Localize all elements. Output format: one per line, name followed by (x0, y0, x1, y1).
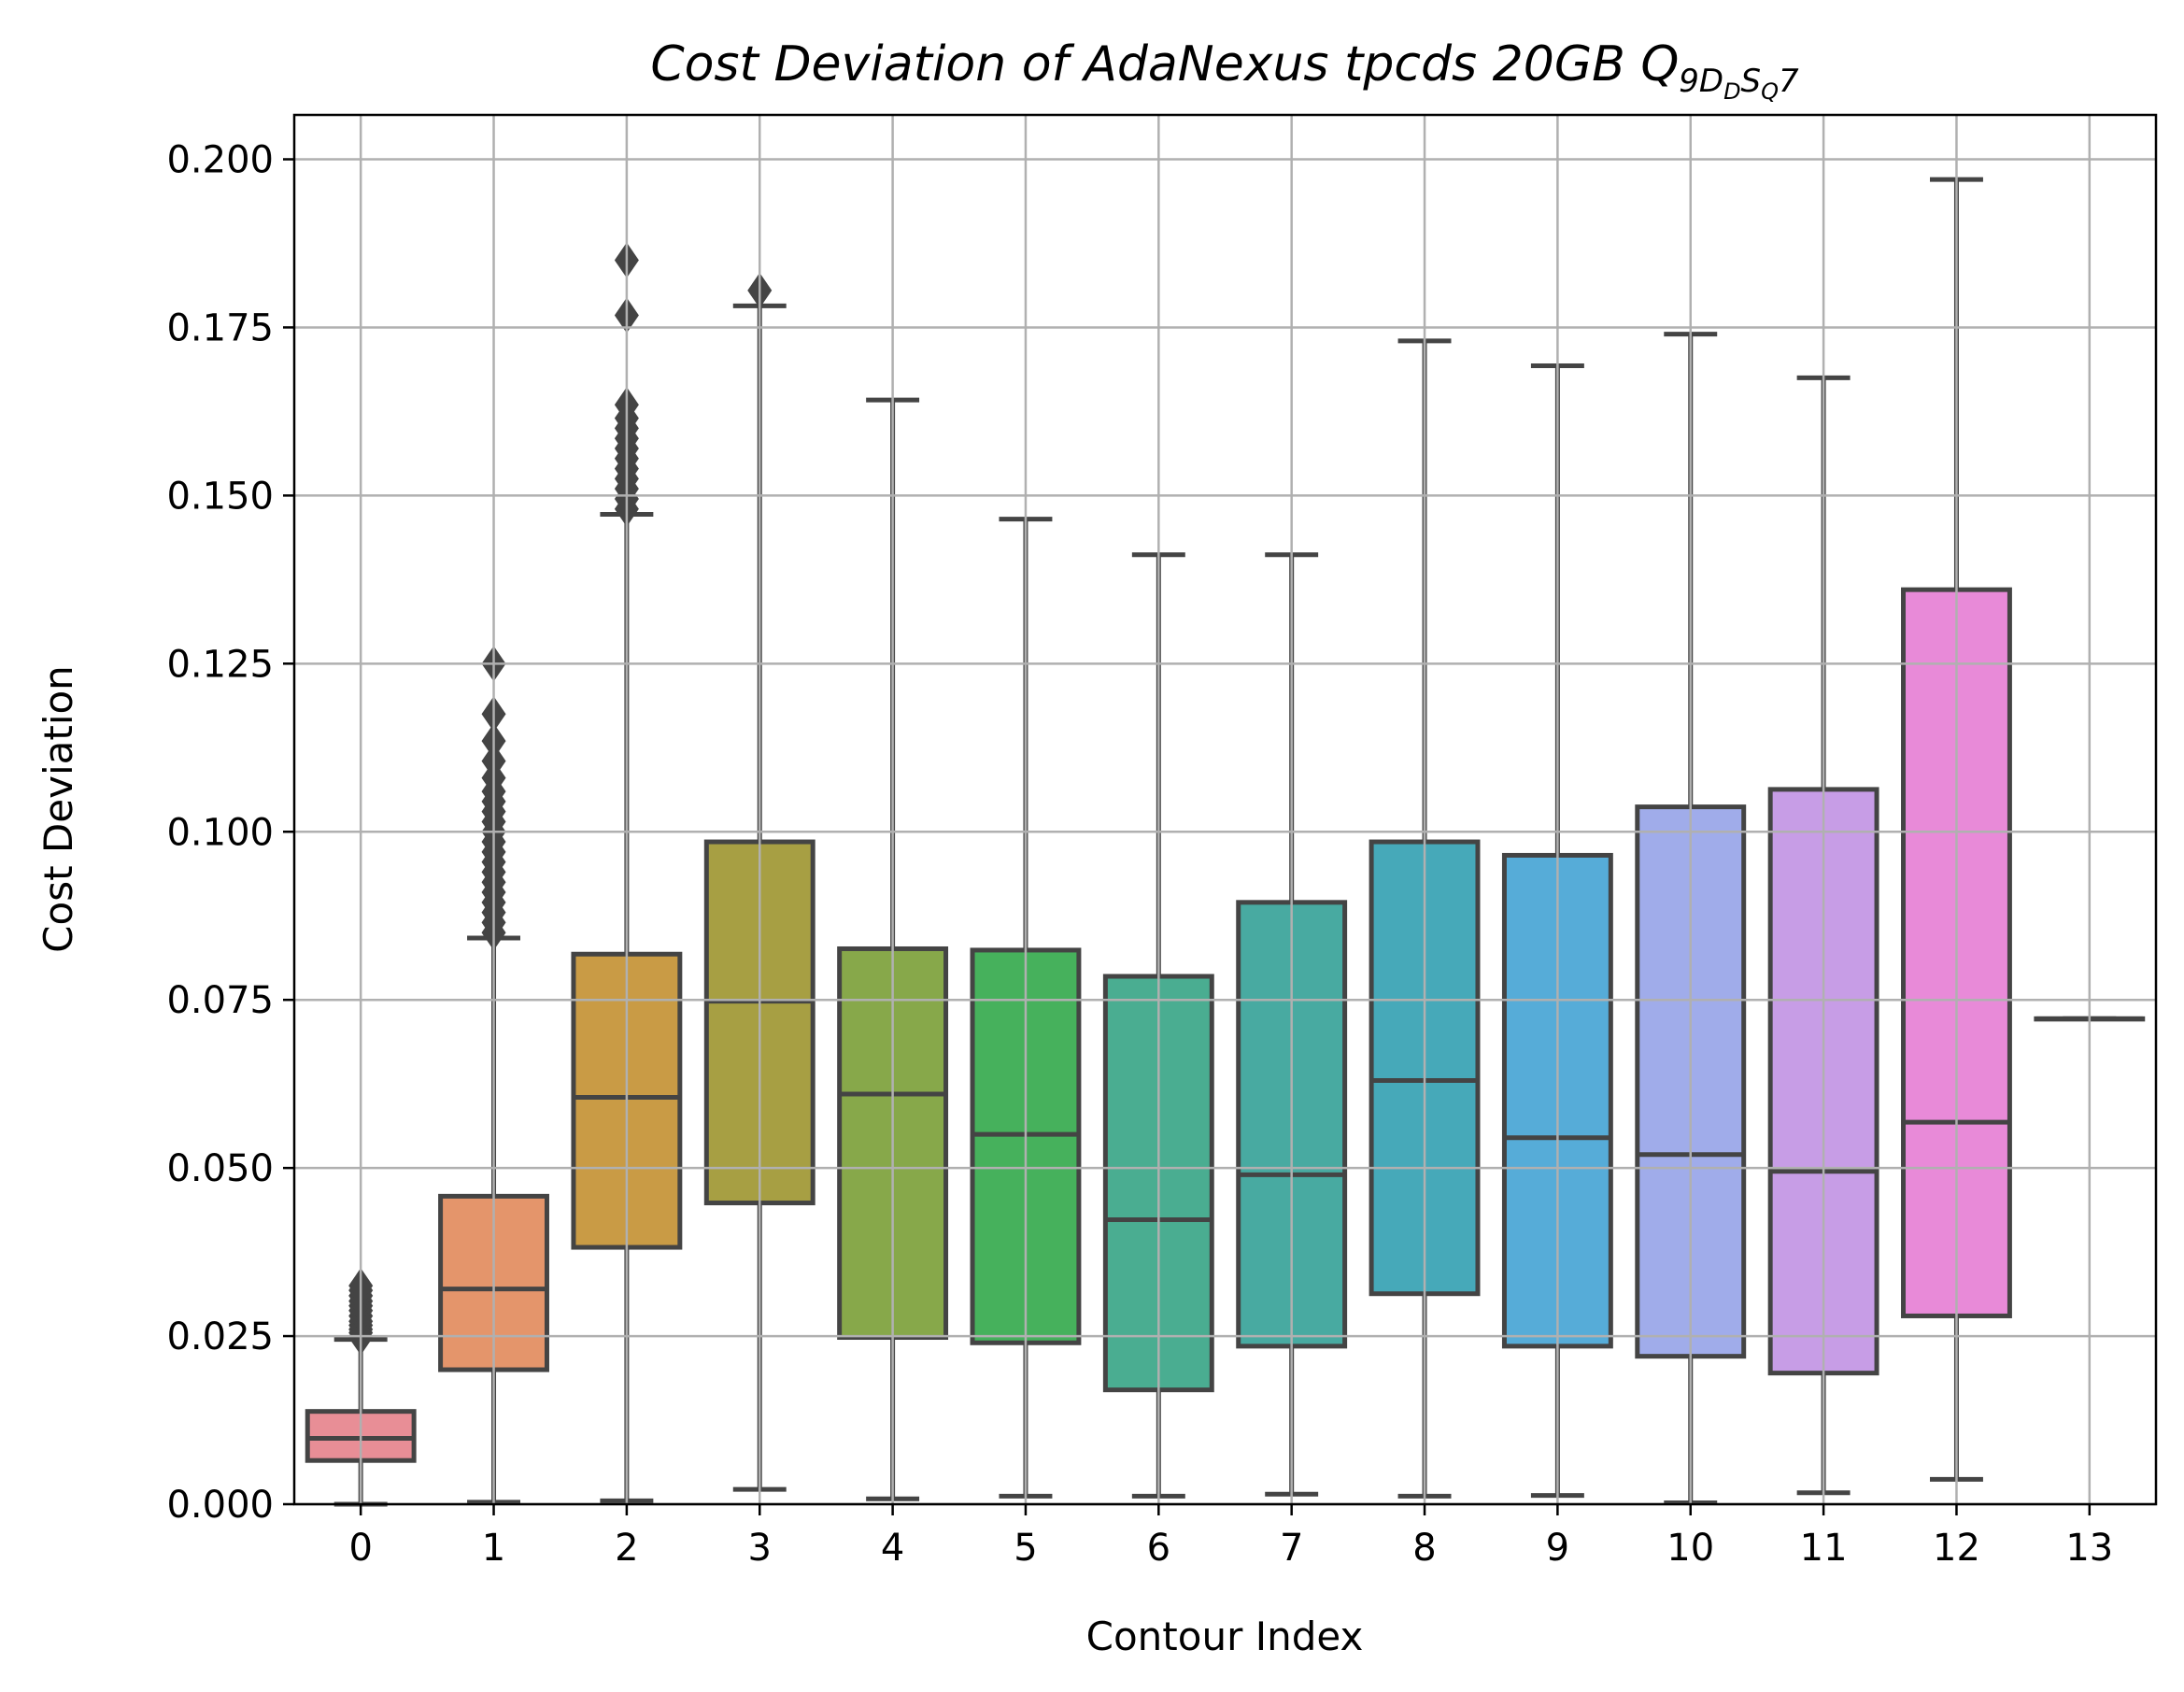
y-tick-label: 0.150 (166, 475, 274, 518)
x-tick-label: 7 (1280, 1527, 1303, 1570)
title-subscript-1: 9D (1679, 63, 1723, 100)
x-tick-label: 6 (1147, 1527, 1170, 1570)
plot-frame (292, 113, 2158, 1506)
x-tick-label: 8 (1412, 1527, 1436, 1570)
y-tick-label: 0.175 (166, 306, 274, 349)
x-tick-label: 13 (2065, 1527, 2113, 1570)
x-tick-label: 11 (1800, 1527, 1848, 1570)
y-tick-label: 0.000 (166, 1484, 274, 1527)
y-tick-label: 0.200 (166, 139, 274, 182)
y-axis: 0.000 0.025 0.050 0.075 0.100 0.125 0.150 0.175… (166, 139, 294, 1527)
title-subscript-2: D (1723, 78, 1740, 105)
title-subscript-3: S (1741, 63, 1762, 100)
x-tick-label: 12 (1933, 1527, 1980, 1570)
y-tick-label: 0.050 (166, 1147, 274, 1190)
chart-title: Cost Deviation of AdaNexus tpcds 20GB Q9… (650, 36, 1799, 105)
y-axis-label: Cost Deviation (35, 665, 81, 953)
x-tick-label: 10 (1666, 1527, 1714, 1570)
y-tick-label: 0.075 (166, 979, 274, 1022)
x-tick-label: 2 (615, 1527, 638, 1570)
x-tick-label: 9 (1546, 1527, 1569, 1570)
y-tick-label: 0.125 (166, 643, 274, 686)
x-tick-label: 4 (881, 1527, 904, 1570)
x-axis-label: Contour Index (1086, 1614, 1364, 1659)
x-tick-label: 1 (482, 1527, 505, 1570)
title-subscript-4: Q (1761, 78, 1779, 105)
x-tick-label: 5 (1014, 1527, 1037, 1570)
y-tick-label: 0.100 (166, 811, 274, 854)
y-tick-label: 0.025 (166, 1315, 274, 1358)
x-tick-label: 0 (348, 1527, 372, 1570)
title-tail: 7 (1779, 63, 1799, 100)
x-axis: 0 1 2 3 4 5 6 7 8 9 10 11 12 13 (348, 1504, 2113, 1570)
x-tick-label: 3 (748, 1527, 772, 1570)
